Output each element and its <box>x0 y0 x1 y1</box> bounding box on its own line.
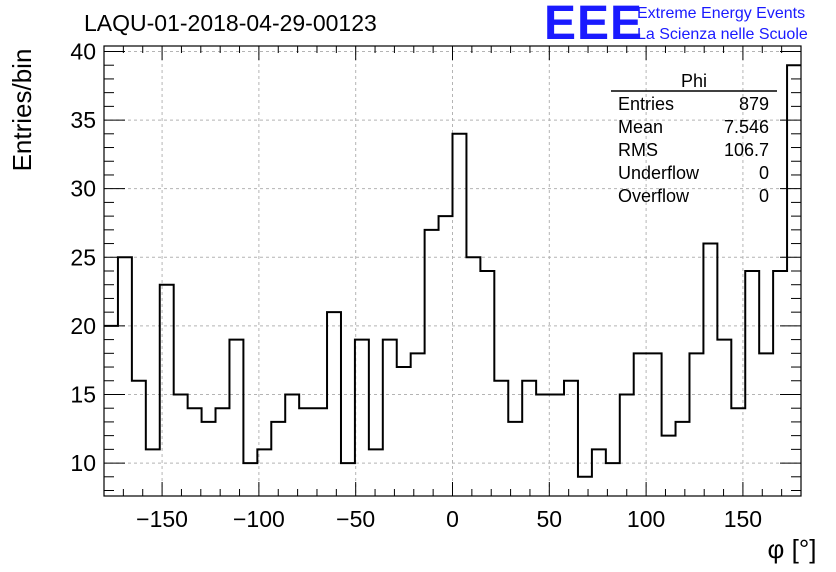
logo-mark: EEE <box>544 0 644 50</box>
stats-label-entries: Entries <box>618 94 674 114</box>
eee-logo: EEE Extreme Energy Events La Scienza nel… <box>544 0 829 50</box>
y-tick-label: 35 <box>70 107 96 133</box>
grid-layer <box>104 46 801 496</box>
tick-layer <box>103 46 802 496</box>
x-tick-label: 50 <box>537 506 563 532</box>
stats-value-overflow: 0 <box>759 186 769 206</box>
tick-label-layer: −150 −100 −50 0 50 100 150 10 15 20 25 30 35 40 <box>70 38 762 532</box>
x-tick-label: 0 <box>446 506 459 532</box>
y-tick-label: 15 <box>70 381 96 407</box>
x-tick-label: 150 <box>724 506 762 532</box>
logo-line-1: Extreme Energy Events <box>637 5 806 22</box>
y-tick-label: 30 <box>70 176 96 202</box>
x-tick-label: −50 <box>336 506 375 532</box>
y-tick-label: 25 <box>70 244 96 270</box>
y-tick-label: 20 <box>70 313 96 339</box>
stats-value-entries: 879 <box>739 94 769 114</box>
stats-name: Phi <box>681 71 707 91</box>
x-axis-label: φ [°] <box>768 534 817 564</box>
stats-value-mean: 7.546 <box>724 117 769 137</box>
stats-label-overflow: Overflow <box>618 186 690 206</box>
stats-label-mean: Mean <box>618 117 663 137</box>
x-tick-label: −100 <box>233 506 285 532</box>
chart-title: LAQU-01-2018-04-29-00123 <box>84 10 377 36</box>
stats-box: Phi Entries 879 Mean 7.546 RMS 106.7 Und… <box>611 71 777 206</box>
histogram-line <box>104 64 801 478</box>
stats-value-underflow: 0 <box>759 163 769 183</box>
y-tick-label: 40 <box>70 38 96 64</box>
stats-label-rms: RMS <box>618 140 658 160</box>
y-axis-label: Entries/bin <box>7 49 37 172</box>
stats-label-underflow: Underflow <box>618 163 700 183</box>
y-tick-label: 10 <box>70 450 96 476</box>
x-tick-label: −150 <box>136 506 188 532</box>
x-tick-label: 100 <box>627 506 665 532</box>
logo-line-2: La Scienza nelle Scuole <box>637 26 808 43</box>
stats-value-rms: 106.7 <box>724 140 769 160</box>
